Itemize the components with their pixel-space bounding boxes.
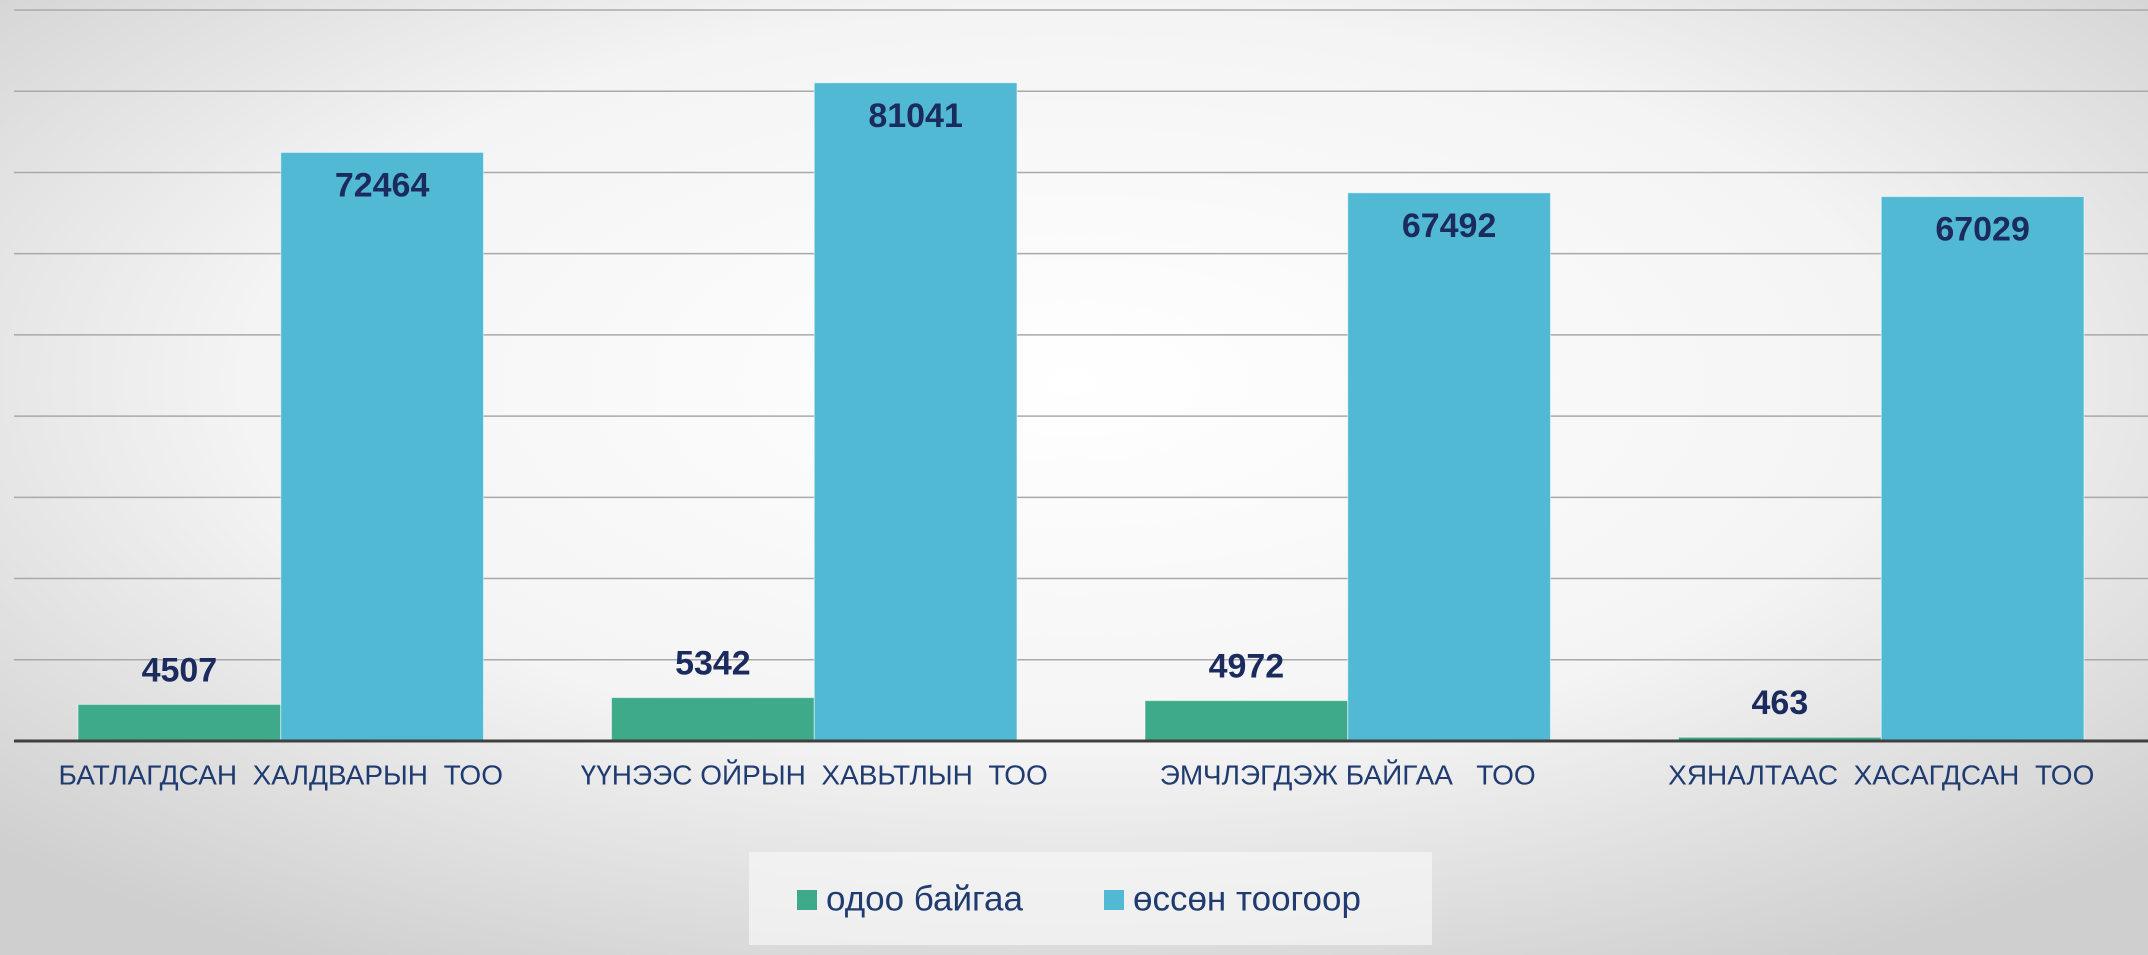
data-label: 81041 [868,97,963,135]
x-tick-label: БАТЛАГДСАН ХАЛДВАРЫН ТОО [59,759,503,790]
legend-swatch [1104,890,1124,910]
bar [280,151,484,742]
data-label: 72464 [335,166,430,204]
data-label: 4507 [142,651,218,689]
bar [813,82,1018,742]
data-label: 4972 [1209,648,1285,686]
bar [1144,700,1349,742]
legend-swatch [797,890,817,910]
bar [611,697,815,742]
data-label: 5342 [675,645,751,683]
data-label: 463 [1752,684,1809,722]
bar [77,703,282,742]
x-tick-label: ҮҮНЭЭС ОЙРЫН ХАВЬТЛЫН ТОО [581,759,1048,790]
data-label: 67492 [1402,207,1497,245]
data-label: 67029 [1935,211,2030,249]
legend-label: одоо байгаа [826,879,1023,918]
bar [1347,192,1551,742]
x-tick-label: ХЯНАЛТААС ХАСАГДСАН ТОО [1668,759,2094,790]
x-tick-label: ЭМЧЛЭГДЭЖ БАЙГАА ТОО [1160,759,1536,790]
legend-box [749,852,1432,945]
bar [1880,196,2085,742]
legend-label: өссөн тоогоор [1133,879,1361,918]
